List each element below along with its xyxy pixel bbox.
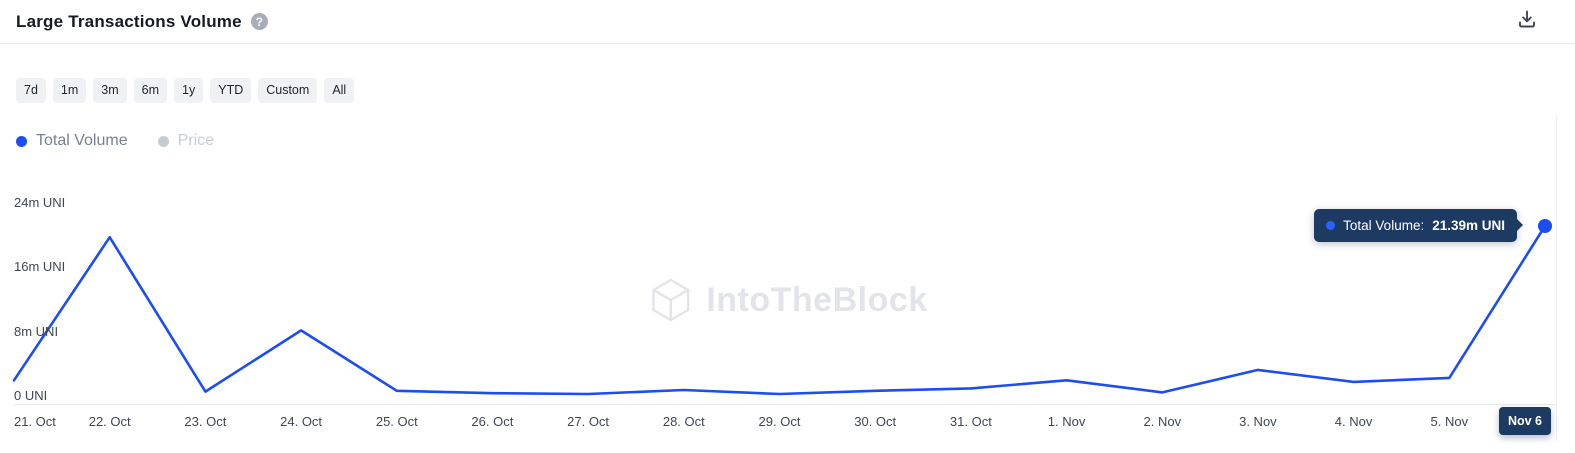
time-range-selector: 7d 1m 3m 6m 1y YTD Custom All <box>16 78 355 103</box>
range-7d-button[interactable]: 7d <box>16 78 46 103</box>
x-axis-label: 21. Oct <box>14 414 56 429</box>
x-axis-label: 27. Oct <box>567 414 610 429</box>
range-3m-button[interactable]: 3m <box>93 78 127 103</box>
range-1y-button[interactable]: 1y <box>174 78 204 103</box>
range-1m-button[interactable]: 1m <box>52 78 87 103</box>
x-axis-label: 1. Nov <box>1047 414 1086 429</box>
range-all-button[interactable]: All <box>324 78 355 103</box>
download-icon <box>1519 10 1535 28</box>
total-volume-series-line <box>12 224 1547 396</box>
chart-legend: Total Volume Price <box>16 132 214 150</box>
x-axis-label: 22. Oct <box>88 414 131 429</box>
x-axis-label: 5. Nov <box>1430 414 1469 429</box>
current-date-badge: Nov 6 <box>1498 407 1551 435</box>
y-axis-label: 16m UNI <box>14 259 66 275</box>
tooltip-arrow <box>1517 219 1523 232</box>
chart-tooltip: Total Volume: 21.39m UNI <box>1314 208 1523 242</box>
legend-label: Price <box>177 132 215 149</box>
download-button[interactable] <box>1515 7 1539 31</box>
range-custom-button[interactable]: Custom <box>258 78 318 103</box>
x-axis-label: 31. Oct <box>949 414 992 429</box>
x-axis-label: 28. Oct <box>662 414 705 429</box>
x-axis-label: 4. Nov <box>1334 414 1373 429</box>
chart-header: Large Transactions Volume ? <box>0 0 1575 44</box>
x-axis-label: 30. Oct <box>854 414 897 429</box>
y-axis-label: 8m UNI <box>14 323 59 339</box>
last-point-marker[interactable] <box>1538 219 1552 233</box>
x-axis-label: 29. Oct <box>758 414 801 429</box>
tooltip-value: 21.39m UNI <box>1432 217 1505 233</box>
y-axis-label: 24m UNI <box>14 195 66 210</box>
tooltip-series-label: Total Volume: <box>1343 217 1425 233</box>
x-axis-label: 2. Nov <box>1143 414 1182 429</box>
x-axis-label: 24. Oct <box>280 414 323 429</box>
price-dot-icon <box>157 135 169 147</box>
x-axis-label: 3. Nov <box>1239 414 1277 429</box>
y-axis-label: 0 UNI <box>14 388 48 403</box>
legend-item-total-volume[interactable]: Total Volume <box>16 132 128 150</box>
range-ytd-button[interactable]: YTD <box>210 78 252 103</box>
x-axis-label: 25. Oct <box>375 414 418 429</box>
help-icon[interactable]: ? <box>250 13 268 30</box>
x-axis-label: 26. Oct <box>471 414 514 429</box>
tooltip-series-dot-icon <box>1326 220 1336 230</box>
total-volume-dot-icon <box>16 135 27 147</box>
page-title: Large Transactions Volume <box>16 11 242 31</box>
legend-label: Total Volume <box>36 132 128 149</box>
legend-item-price[interactable]: Price <box>157 132 215 150</box>
x-axis-label: 23. Oct <box>184 414 227 429</box>
chart-right-border <box>1556 116 1557 441</box>
range-6m-button[interactable]: 6m <box>133 78 168 103</box>
